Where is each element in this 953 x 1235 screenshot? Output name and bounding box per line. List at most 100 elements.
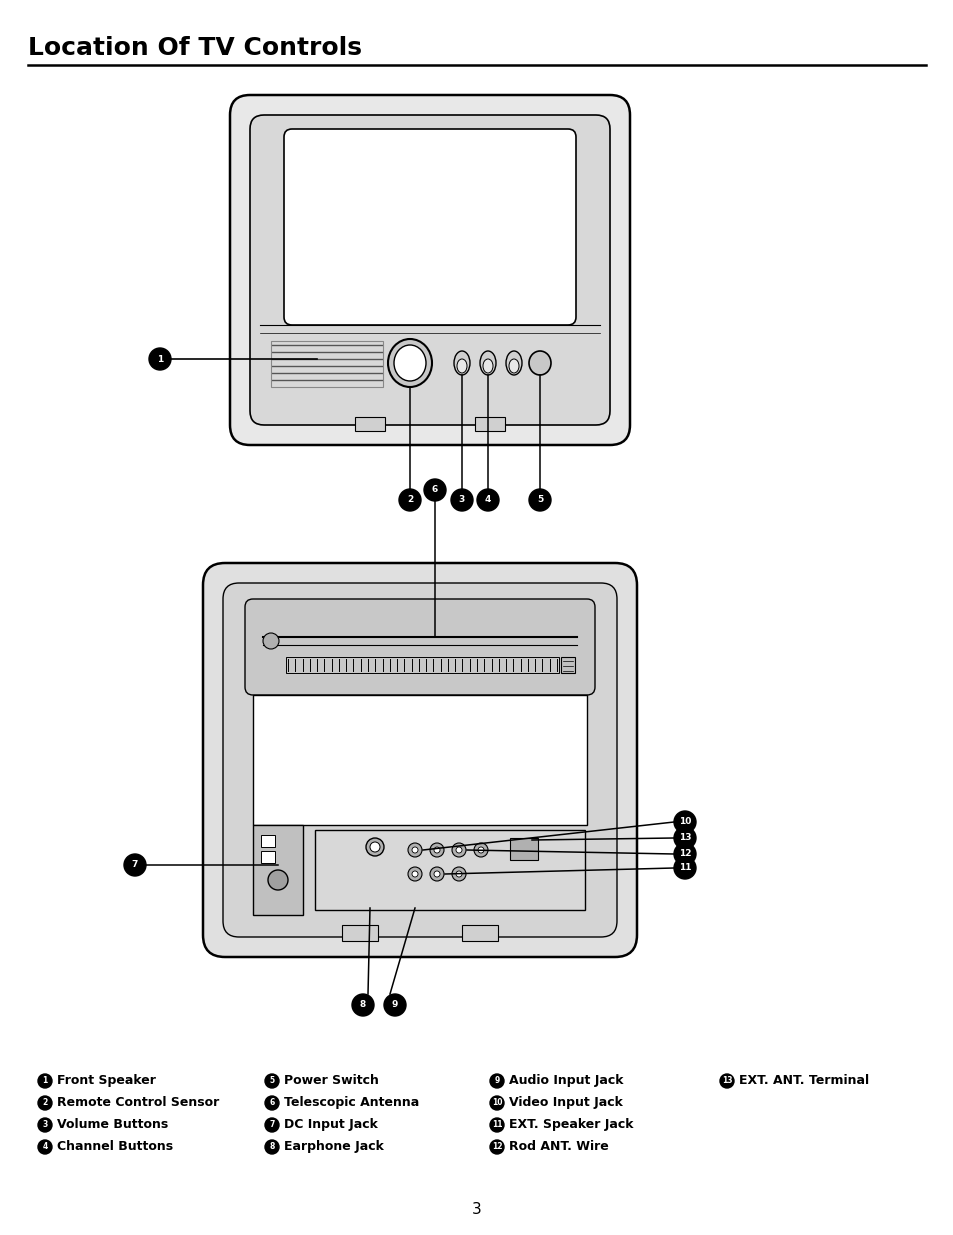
Circle shape — [430, 844, 443, 857]
Text: 1: 1 — [42, 1077, 48, 1086]
Circle shape — [452, 867, 465, 881]
Circle shape — [490, 1118, 503, 1132]
Circle shape — [38, 1095, 52, 1110]
Bar — [261, 851, 274, 863]
Bar — [475, 417, 504, 431]
Text: 4: 4 — [42, 1142, 48, 1151]
Text: DC Input Jack: DC Input Jack — [284, 1119, 377, 1131]
Circle shape — [366, 839, 384, 856]
Circle shape — [265, 1118, 278, 1132]
FancyBboxPatch shape — [203, 563, 637, 957]
Bar — [461, 925, 497, 941]
Circle shape — [430, 867, 443, 881]
Circle shape — [265, 1074, 278, 1088]
Circle shape — [477, 847, 483, 853]
Text: 6: 6 — [432, 485, 437, 494]
Circle shape — [451, 489, 473, 511]
Text: Video Input Jack: Video Input Jack — [509, 1097, 622, 1109]
Circle shape — [476, 489, 498, 511]
FancyBboxPatch shape — [230, 95, 629, 445]
Circle shape — [412, 847, 417, 853]
Text: 8: 8 — [269, 1142, 274, 1151]
Circle shape — [263, 634, 278, 650]
Text: 4: 4 — [484, 495, 491, 505]
Text: 11: 11 — [678, 863, 691, 872]
Circle shape — [398, 489, 420, 511]
Ellipse shape — [454, 351, 470, 375]
Circle shape — [720, 1074, 733, 1088]
Circle shape — [370, 842, 379, 852]
Text: Earphone Jack: Earphone Jack — [284, 1140, 383, 1153]
Text: 2: 2 — [406, 495, 413, 505]
Ellipse shape — [479, 351, 496, 375]
Text: Power Switch: Power Switch — [284, 1074, 378, 1088]
Bar — [341, 925, 377, 941]
Circle shape — [452, 844, 465, 857]
Circle shape — [673, 844, 696, 864]
Text: EXT. ANT. Terminal: EXT. ANT. Terminal — [739, 1074, 868, 1088]
Text: 13: 13 — [678, 834, 691, 842]
Text: Audio Input Jack: Audio Input Jack — [509, 1074, 623, 1088]
Circle shape — [673, 827, 696, 848]
Text: 12: 12 — [491, 1142, 501, 1151]
Text: 2: 2 — [42, 1098, 48, 1108]
Text: 13: 13 — [721, 1077, 732, 1086]
Text: Front Speaker: Front Speaker — [57, 1074, 155, 1088]
Ellipse shape — [529, 351, 551, 375]
Circle shape — [38, 1074, 52, 1088]
Text: Volume Buttons: Volume Buttons — [57, 1119, 168, 1131]
Circle shape — [474, 844, 488, 857]
Text: 9: 9 — [494, 1077, 499, 1086]
FancyBboxPatch shape — [245, 599, 595, 695]
Circle shape — [265, 1095, 278, 1110]
Bar — [286, 657, 558, 673]
Circle shape — [673, 811, 696, 832]
Text: Telescopic Antenna: Telescopic Antenna — [284, 1097, 418, 1109]
Text: 3: 3 — [472, 1203, 481, 1218]
Text: Rod ANT. Wire: Rod ANT. Wire — [509, 1140, 608, 1153]
Circle shape — [456, 871, 461, 877]
Bar — [314, 830, 584, 910]
Circle shape — [265, 1140, 278, 1153]
FancyBboxPatch shape — [223, 583, 617, 937]
Circle shape — [124, 853, 146, 876]
Circle shape — [149, 348, 171, 370]
Circle shape — [38, 1140, 52, 1153]
Bar — [261, 835, 274, 847]
Circle shape — [268, 869, 288, 890]
Text: 11: 11 — [491, 1120, 501, 1130]
Text: 3: 3 — [42, 1120, 48, 1130]
Text: Location Of TV Controls: Location Of TV Controls — [28, 36, 361, 61]
Circle shape — [456, 847, 461, 853]
Text: 10: 10 — [491, 1098, 501, 1108]
Ellipse shape — [482, 359, 493, 373]
Circle shape — [490, 1095, 503, 1110]
Circle shape — [490, 1140, 503, 1153]
Ellipse shape — [509, 359, 518, 373]
Circle shape — [423, 479, 446, 501]
Circle shape — [408, 867, 421, 881]
Text: 5: 5 — [269, 1077, 274, 1086]
FancyBboxPatch shape — [250, 115, 609, 425]
Circle shape — [352, 994, 374, 1016]
Circle shape — [673, 857, 696, 879]
Text: Remote Control Sensor: Remote Control Sensor — [57, 1097, 219, 1109]
Text: 8: 8 — [359, 1000, 366, 1009]
Text: 7: 7 — [269, 1120, 274, 1130]
Text: 12: 12 — [678, 850, 691, 858]
Text: 5: 5 — [537, 495, 542, 505]
Bar — [271, 341, 382, 387]
Text: 7: 7 — [132, 861, 138, 869]
Circle shape — [384, 994, 406, 1016]
Circle shape — [408, 844, 421, 857]
FancyBboxPatch shape — [284, 128, 576, 325]
Circle shape — [529, 489, 551, 511]
Circle shape — [38, 1118, 52, 1132]
Text: 1: 1 — [156, 354, 163, 363]
Circle shape — [490, 1074, 503, 1088]
Ellipse shape — [456, 359, 467, 373]
Bar — [253, 695, 586, 825]
Text: EXT. Speaker Jack: EXT. Speaker Jack — [509, 1119, 633, 1131]
Text: 10: 10 — [679, 818, 691, 826]
Circle shape — [434, 847, 439, 853]
